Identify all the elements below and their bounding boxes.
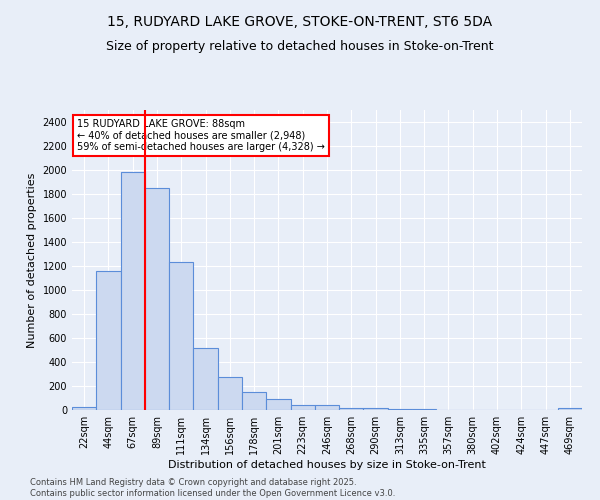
Bar xyxy=(169,262,193,410)
Bar xyxy=(242,392,266,410)
Bar xyxy=(145,188,169,410)
Bar xyxy=(266,399,290,410)
X-axis label: Distribution of detached houses by size in Stoke-on-Trent: Distribution of detached houses by size … xyxy=(168,460,486,470)
Text: 15, RUDYARD LAKE GROVE, STOKE-ON-TRENT, ST6 5DA: 15, RUDYARD LAKE GROVE, STOKE-ON-TRENT, … xyxy=(107,15,493,29)
Text: Contains HM Land Registry data © Crown copyright and database right 2025.
Contai: Contains HM Land Registry data © Crown c… xyxy=(30,478,395,498)
Bar xyxy=(96,272,121,410)
Bar xyxy=(218,377,242,410)
Bar xyxy=(339,408,364,410)
Bar xyxy=(558,408,582,410)
Text: 15 RUDYARD LAKE GROVE: 88sqm
← 40% of detached houses are smaller (2,948)
59% of: 15 RUDYARD LAKE GROVE: 88sqm ← 40% of de… xyxy=(77,119,325,152)
Bar xyxy=(290,404,315,410)
Bar xyxy=(315,404,339,410)
Bar xyxy=(364,408,388,410)
Bar xyxy=(72,407,96,410)
Bar xyxy=(121,172,145,410)
Text: Size of property relative to detached houses in Stoke-on-Trent: Size of property relative to detached ho… xyxy=(106,40,494,53)
Y-axis label: Number of detached properties: Number of detached properties xyxy=(27,172,37,348)
Bar xyxy=(193,348,218,410)
